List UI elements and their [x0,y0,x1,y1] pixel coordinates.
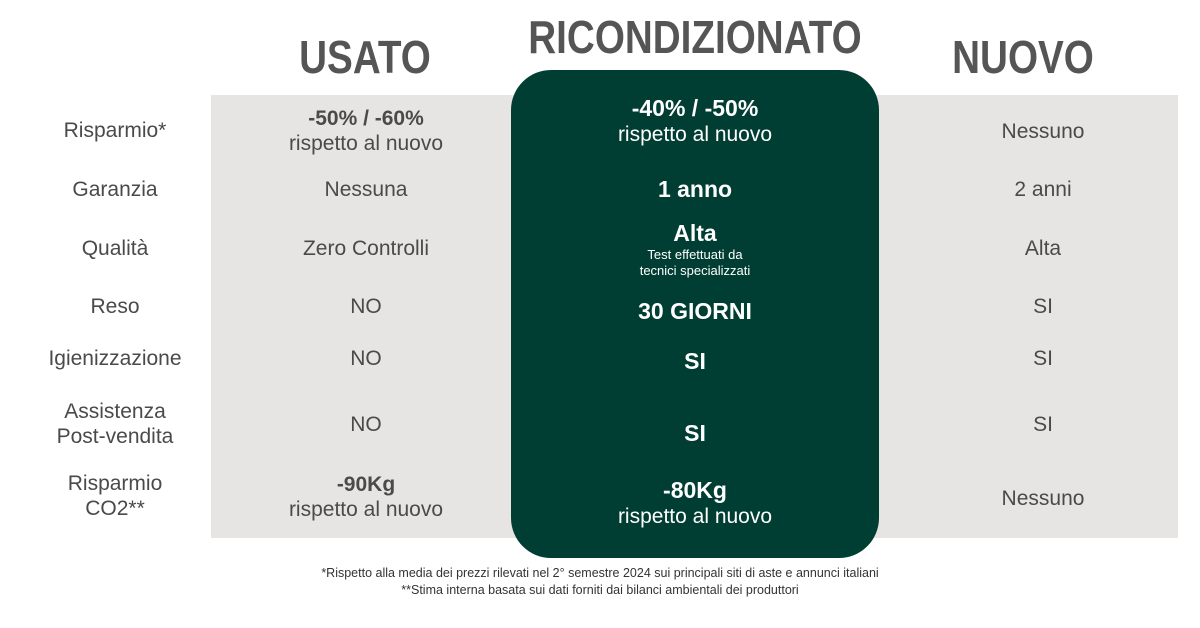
footnote-co2: **Stima interna basata sui dati forniti … [401,583,799,597]
column-header-nuovo: NUOVO [952,31,1094,83]
ricondizionato-qualita-value: Alta [673,220,717,246]
ricondizionato-risparmio-sub: rispetto al nuovo [617,123,773,146]
usato-risparmio-value: -50% / -60% [308,107,424,130]
ricondizionato-assistenza: SI [520,418,870,448]
ricondizionato-risparmio-value: -40% / -50% [631,95,759,121]
nuovo-risparmio-co2: Nessuno [1001,486,1085,510]
ricondizionato-risparmio: -40% / -50% rispetto al nuovo [520,92,870,150]
ricondizionato-risparmio-co2: -80Kg rispetto al nuovo [520,475,870,531]
nuovo-risparmio: Nessuno [1001,119,1085,143]
nuovo-igienizzazione: SI [1033,346,1053,370]
usato-risparmio-sub: rispetto al nuovo [288,132,444,155]
ricondizionato-qualita: Alta Test effettuati da tecnici speciali… [520,218,870,280]
row-label-risparmio: Risparmio* [63,118,167,142]
row-label-garanzia: Garanzia [72,177,158,201]
ricondizionato-qualita-sub1: Test effettuati da [647,247,743,262]
ricondizionato-risparmio-co2-sub: rispetto al nuovo [617,505,773,528]
ricondizionato-risparmio-co2-value: -80Kg [663,477,727,503]
ricondizionato-igienizzazione-value: SI [684,348,706,374]
nuovo-garanzia: 2 anni [1014,177,1072,201]
ricondizionato-garanzia: 1 anno [520,174,870,204]
usato-risparmio-co2: -90Kg rispetto al nuovo [266,471,466,523]
nuovo-qualita: Alta [1024,236,1062,260]
row-label-risparmio-co2-line1: Risparmio [67,472,163,495]
row-label-qualita: Qualità [81,236,149,260]
ricondizionato-garanzia-value: 1 anno [657,176,733,202]
column-header-usato: USATO [299,31,431,83]
row-label-risparmio-co2-line2: CO2** [85,497,145,520]
row-label-assistenza-line2: Post-vendita [56,425,174,448]
nuovo-assistenza: SI [1033,412,1053,436]
usato-risparmio-co2-sub: rispetto al nuovo [288,498,444,521]
row-label-igienizzazione: Igienizzazione [48,346,182,370]
ricondizionato-qualita-sub2: tecnici specializzati [639,263,751,278]
usato-assistenza: NO [350,412,382,436]
usato-garanzia: Nessuna [324,177,408,201]
row-label-reso: Reso [90,294,140,318]
column-header-ricondizionato: RICONDIZIONATO [528,11,862,63]
ricondizionato-assistenza-value: SI [684,420,706,446]
footnote-price: *Rispetto alla media dei prezzi rilevati… [321,566,879,580]
ricondizionato-highlight-card [511,70,879,558]
row-label-assistenza: Assistenza Post-vendita [20,397,210,451]
nuovo-reso: SI [1033,294,1053,318]
usato-reso: NO [350,294,382,318]
row-label-risparmio-co2: Risparmio CO2** [20,469,210,523]
usato-risparmio: -50% / -60% rispetto al nuovo [266,105,466,157]
ricondizionato-reso-value: 30 GIORNI [638,298,752,324]
usato-risparmio-co2-value: -90Kg [336,473,396,496]
usato-qualita: Zero Controlli [302,236,430,260]
row-label-assistenza-line1: Assistenza [64,400,166,423]
ricondizionato-igienizzazione: SI [520,346,870,376]
usato-igienizzazione: NO [350,346,382,370]
ricondizionato-reso: 30 GIORNI [520,296,870,326]
